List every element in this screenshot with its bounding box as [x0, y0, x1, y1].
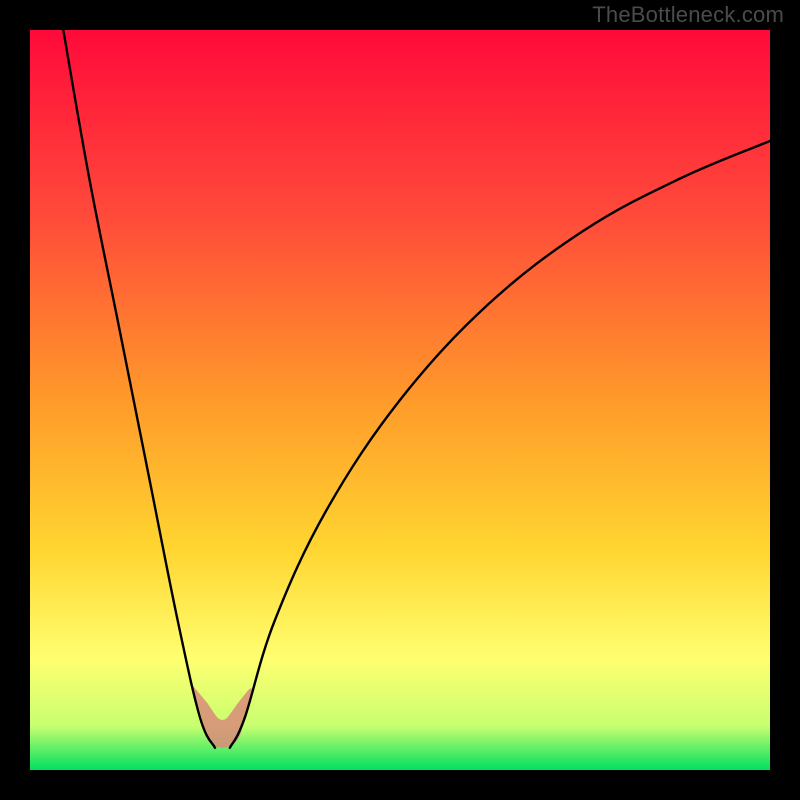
curve-left	[63, 30, 215, 748]
curve-right	[230, 141, 770, 748]
curve-layer	[30, 30, 770, 770]
plot-area	[30, 30, 770, 770]
chart-frame: TheBottleneck.com	[0, 0, 800, 800]
watermark-text: TheBottleneck.com	[592, 2, 784, 28]
